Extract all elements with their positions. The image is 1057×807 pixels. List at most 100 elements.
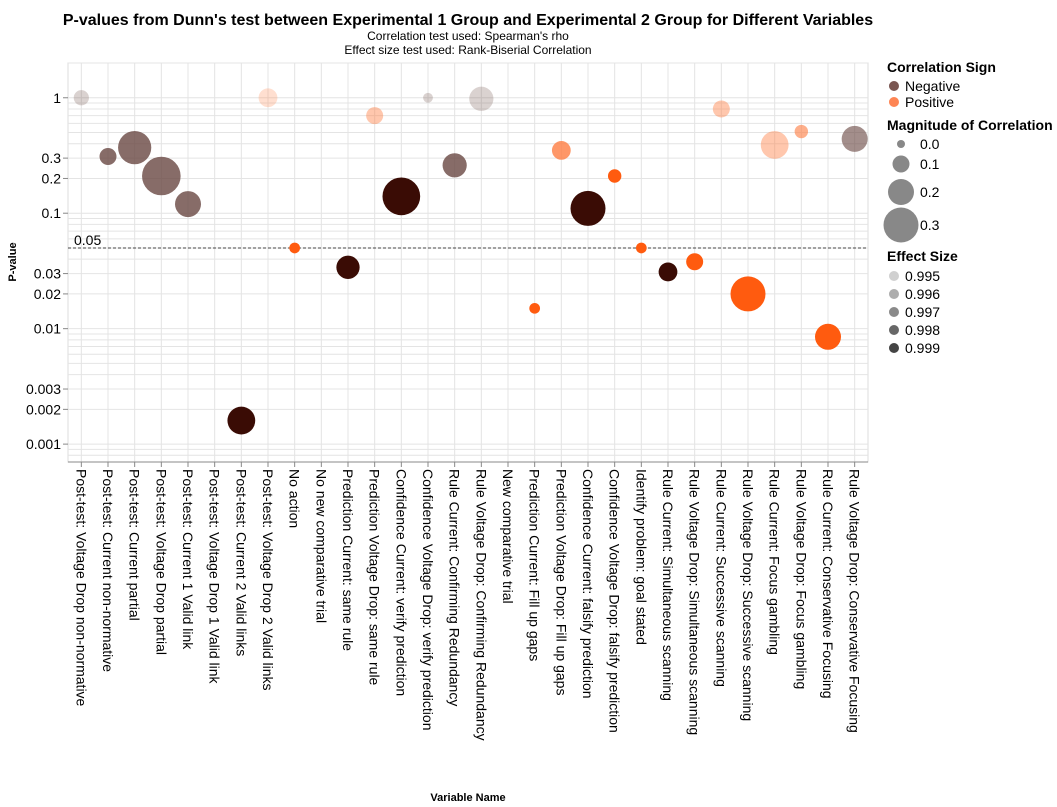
y-tick-label: 0.01: [34, 321, 61, 337]
legend-effect-swatch: [889, 325, 899, 335]
x-tick-label: Post-test: Voltage Drop 1 Valid link: [207, 469, 223, 685]
legend-magnitude-label: 0.2: [920, 184, 940, 200]
legend-effect-label: 0.996: [905, 286, 940, 302]
data-point: [815, 323, 841, 350]
data-point: [570, 190, 606, 226]
x-tick-label: Rule Current: Confirming Redundancy: [447, 469, 463, 706]
x-tick-label: Prediction Voltage Drop: Fill up gaps: [553, 469, 569, 695]
x-tick-label: Rule Voltage Drop: Focus gambling: [793, 469, 809, 689]
axes: 1 0.3 0.2 0.1 0.03 0.02 0.01 0.003 0.002 0.001 Pos…: [26, 90, 868, 741]
y-axis-title: P-value: [7, 242, 19, 281]
data-point: [289, 242, 301, 254]
legend-effect-title: Effect Size: [887, 248, 958, 264]
legend-magnitude-swatch: [897, 140, 905, 148]
data-point: [730, 276, 766, 312]
legend-magnitude-swatch: [892, 155, 910, 173]
legend-sign-swatch: [889, 81, 899, 91]
data-point: [142, 156, 181, 196]
x-tick-label: Post-test: Current 1 Valid link: [180, 469, 196, 650]
x-tick-label: Confidence Voltage Drop: falsify predict…: [607, 469, 623, 733]
data-point: [382, 177, 421, 216]
legend-effect-label: 0.995: [905, 268, 940, 284]
x-tick-label: New comparative trial: [500, 469, 516, 604]
y-tick-label: 0.03: [34, 266, 61, 282]
data-point: [841, 125, 868, 152]
x-tick-label: Confidence Current: falsify prediction: [580, 469, 596, 699]
legend-magnitude-label: 0.3: [920, 217, 940, 233]
data-point: [118, 131, 152, 165]
legend-effect-swatch: [889, 289, 899, 299]
data-point: [336, 255, 360, 279]
data-point: [175, 191, 201, 218]
legend-effect-swatch: [889, 307, 899, 317]
chart-subtitle-2: Effect size test used: Rank-Biserial Cor…: [344, 43, 591, 57]
legend-effect-swatch: [889, 343, 899, 353]
x-tick-label: Rule Voltage Drop: Conservative Focusing: [847, 469, 863, 733]
data-point: [99, 147, 117, 165]
x-tick-label: Post-test: Current non-normative: [100, 469, 116, 672]
x-tick-label: Rule Current: Conservative Focusing: [820, 469, 836, 699]
x-tick-label: Identify problem: goal stated: [633, 469, 649, 645]
legend-magnitude-swatch: [883, 207, 919, 243]
data-point: [686, 253, 704, 271]
x-tick-label: Rule Current: Simultaneous scanning: [660, 469, 676, 701]
legend-sign-label: Positive: [905, 94, 954, 110]
x-tick-label: Rule Voltage Drop: Simultaneous scanning: [687, 469, 703, 735]
legend-effect-label: 0.997: [905, 304, 940, 320]
data-point: [529, 302, 541, 314]
y-tick-label: 0.3: [42, 150, 62, 166]
data-point: [551, 140, 571, 160]
reference-line-label: 0.05: [74, 232, 101, 248]
legend-effect-swatch: [889, 271, 899, 281]
x-tick-label: Post-test: Current 2 Valid links: [233, 469, 249, 656]
y-tick-label: 0.002: [26, 401, 61, 417]
y-tick-label: 0.1: [42, 205, 62, 221]
legend-sign-label: Negative: [905, 78, 960, 94]
data-point: [635, 242, 647, 254]
data-point: [366, 107, 384, 125]
legend-magnitude-label: 0.1: [920, 156, 940, 172]
x-tick-label: Post-test: Voltage Drop 2 Valid links: [260, 469, 276, 691]
legend-sign-title: Correlation Sign: [887, 59, 996, 75]
legend-effect-label: 0.999: [905, 340, 940, 356]
data-point: [442, 153, 467, 178]
x-tick-label: Post-test: Voltage Drop partial: [153, 469, 169, 655]
x-tick-label: Prediction Current: same rule: [340, 469, 356, 651]
data-point: [794, 124, 809, 139]
x-tick-label: Prediction Current: Fill up gaps: [527, 469, 543, 661]
y-tick-label: 0.2: [42, 170, 62, 186]
x-tick-label: Confidence Current: verify prediction: [393, 469, 409, 696]
x-tick-label: Post-test: Voltage Drop non-normative: [73, 469, 89, 707]
data-point: [227, 406, 256, 435]
data-point: [760, 131, 789, 159]
data-point: [469, 86, 494, 111]
x-tick-label: No new comparative trial: [313, 469, 329, 623]
data-point: [712, 100, 730, 118]
legend-effect-label: 0.998: [905, 322, 940, 338]
y-tick-label: 0.001: [26, 436, 61, 452]
legend-sign-swatch: [889, 97, 899, 107]
chart-title: P-values from Dunn's test between Experi…: [63, 12, 873, 29]
chart-subtitle-1: Correlation test used: Spearman's rho: [367, 29, 569, 43]
y-tick-label: 0.02: [34, 286, 61, 302]
data-point: [258, 88, 278, 108]
y-tick-label: 1: [53, 90, 61, 106]
x-tick-label: Rule Current: Focus gambling: [767, 469, 783, 655]
data-point: [658, 262, 678, 282]
data-point: [423, 92, 433, 103]
data-point: [73, 90, 89, 106]
x-axis-title: Variable Name: [430, 792, 505, 804]
legend-magnitude-swatch: [888, 179, 914, 205]
grid: [67, 62, 869, 463]
legend-magnitude-label: 0.0: [920, 136, 940, 152]
x-tick-label: Rule Current: Successive scanning: [713, 469, 729, 687]
x-tick-label: Rule Voltage Drop: Confirming Redundancy: [473, 469, 489, 741]
data-point: [607, 169, 622, 183]
data-points: [73, 86, 868, 435]
x-tick-label: Rule Voltage Drop: Successive scanning: [740, 469, 756, 721]
x-tick-label: Confidence Voltage Drop: verify predicti…: [420, 469, 436, 730]
x-tick-label: No action: [287, 469, 303, 528]
